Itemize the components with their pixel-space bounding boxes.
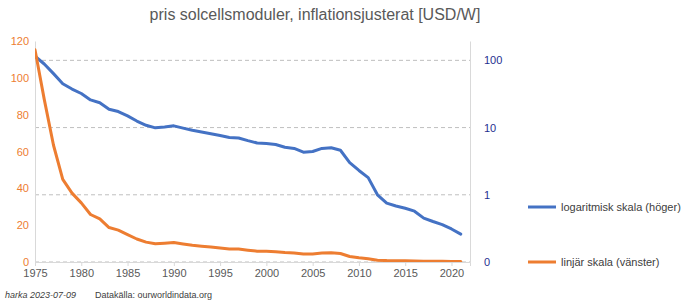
tick-mark [174, 262, 175, 266]
chart: 1975198019851990199520002005201020152020… [0, 0, 700, 307]
tick-mark [81, 262, 82, 266]
tick-mark [405, 262, 406, 266]
tick-label: 1990 [162, 267, 186, 279]
tick-label: 120 [11, 35, 29, 47]
legend-swatch [528, 206, 556, 209]
y2-axis: 0 1 10 100 [470, 42, 502, 269]
tick-label: 2015 [393, 267, 417, 279]
annotation: harka 2023-07-09 [5, 290, 76, 300]
legend: logaritmisk skala (höger) linjär skala (v… [528, 201, 681, 268]
tick: 0 [23, 256, 35, 268]
axis-line [36, 263, 471, 267]
grid-line [35, 60, 470, 61]
tick: 0 [470, 256, 490, 268]
tick: 120 [11, 35, 35, 47]
tick-label: 2005 [301, 267, 325, 279]
tick: 40 [17, 182, 35, 194]
series-line [35, 50, 461, 262]
tick-mark [128, 262, 129, 266]
grid-line [35, 127, 470, 128]
legend-swatch [528, 261, 556, 264]
legend-label: linjär skala (vänster) [561, 256, 659, 268]
y-axis: 0 20 40 60 80 100 120 [11, 35, 36, 268]
tick-label: 20 [17, 219, 29, 231]
annotation: Datakälla: ourworldindata.org [95, 290, 212, 300]
x-axis: 1975 1980 1985 1990 1995 2000 2005 2010 2015 2020 [23, 262, 470, 279]
tick: 2005 [301, 262, 325, 279]
tick-mark [35, 262, 36, 266]
tick-label: 1995 [208, 267, 232, 279]
grid-line [35, 194, 470, 195]
tick-mark [451, 262, 452, 266]
tick-label: 60 [17, 146, 29, 158]
tick: 60 [17, 146, 35, 158]
tick-label: 1 [484, 189, 490, 201]
tick-label: 1985 [116, 267, 140, 279]
tick-label: 2020 [440, 267, 464, 279]
tick: 2000 [255, 262, 279, 279]
tick: 20 [17, 219, 35, 231]
tick: 1995 [208, 262, 232, 279]
tick-label: 0 [484, 256, 490, 268]
tick: 1 [470, 189, 490, 201]
tick: 1990 [162, 262, 186, 279]
tick: 1985 [116, 262, 140, 279]
tick-label: 10 [484, 122, 496, 134]
plot-area [35, 50, 461, 262]
tick: 2015 [393, 262, 417, 279]
tick-label: 2000 [255, 267, 279, 279]
axis-line [35, 42, 36, 263]
tick: 80 [17, 109, 35, 121]
tick: 10 [470, 122, 496, 134]
tick: 100 [470, 54, 502, 66]
tick-label: 100 [484, 54, 502, 66]
axis-line [470, 42, 471, 263]
tick-label: 1980 [70, 267, 94, 279]
tick-label: 2010 [347, 267, 371, 279]
tick-label: 100 [11, 72, 29, 84]
tick-mark [313, 262, 314, 266]
tick-label: 1975 [23, 267, 47, 279]
tick-label: 0 [23, 256, 29, 268]
tick-mark [359, 262, 360, 266]
tick: 1980 [70, 262, 94, 279]
legend-label: logaritmisk skala (höger) [561, 201, 681, 213]
tick-mark [220, 262, 221, 266]
tick-mark [266, 262, 267, 266]
tick: 2010 [347, 262, 371, 279]
tick-label: 40 [17, 182, 29, 194]
tick-label: 80 [17, 109, 29, 121]
title: pris solcellsmoduler, inflationsjusterat… [150, 6, 481, 23]
tick: 100 [11, 72, 35, 84]
grid [35, 60, 470, 262]
tick: 2020 [440, 262, 464, 279]
series-line [35, 56, 461, 234]
